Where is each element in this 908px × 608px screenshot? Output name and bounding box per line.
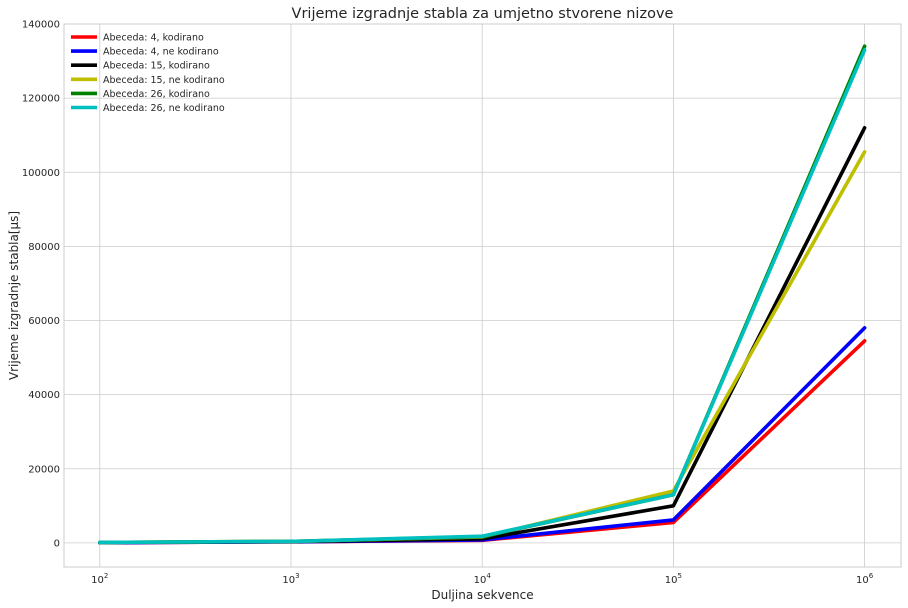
chart-title: Vrijeme izgradnje stabla za umjetno stvo… xyxy=(292,6,674,22)
y-tick-label: 100000 xyxy=(22,168,60,179)
y-tick-label: 120000 xyxy=(22,94,60,105)
x-tick-exponent: 2 xyxy=(104,572,108,580)
legend-label-1: Abeceda: 4, kodirano xyxy=(103,33,204,44)
legend-label-5: Abeceda: 26, kodirano xyxy=(103,89,210,100)
y-tick-label: 20000 xyxy=(28,464,60,475)
x-tick-exponent: 4 xyxy=(486,572,491,580)
x-tick-label: 102 xyxy=(91,572,108,586)
legend-label-6: Abeceda: 26, ne kodirano xyxy=(103,103,225,114)
x-tick-label: 104 xyxy=(474,572,492,586)
plot-area-frame xyxy=(63,23,902,568)
y-axis-label: Vrijeme izgradnje stabla[μs] xyxy=(7,211,21,380)
x-tick-exponent: 5 xyxy=(678,572,682,580)
x-tick-base: 10 xyxy=(91,575,104,586)
series-line-6 xyxy=(98,48,867,545)
legend-label-4: Abeceda: 15, ne kodirano xyxy=(103,75,225,86)
x-tick-base: 10 xyxy=(282,575,295,586)
x-tick-exponent: 6 xyxy=(869,572,874,580)
legend-label-2: Abeceda: 4, ne kodirano xyxy=(103,47,219,58)
y-tick-label: 80000 xyxy=(28,242,60,253)
legend-label-3: Abeceda: 15, kodirano xyxy=(103,61,210,72)
x-tick-base: 10 xyxy=(665,575,678,586)
x-tick-base: 10 xyxy=(856,575,869,586)
axis-ticks: 0 20000 40000 60000 80000 100000 120000 140000 1… xyxy=(22,20,874,587)
x-tick-label: 103 xyxy=(282,572,299,586)
y-tick-label: 40000 xyxy=(28,390,60,401)
x-tick-base: 10 xyxy=(474,575,487,586)
x-tick-label: 106 xyxy=(856,572,874,586)
y-tick-label: 140000 xyxy=(22,20,60,31)
grid xyxy=(64,23,901,567)
series-lines xyxy=(98,44,867,545)
x-axis-label: Duljina sekvence xyxy=(431,588,533,602)
x-tick-exponent: 3 xyxy=(295,572,299,580)
legend: Abeceda: 4, kodirano Abeceda: 4, ne kodir… xyxy=(71,33,225,114)
x-tick-label: 105 xyxy=(665,572,682,586)
y-tick-label: 0 xyxy=(54,538,60,549)
y-tick-label: 60000 xyxy=(28,316,60,327)
